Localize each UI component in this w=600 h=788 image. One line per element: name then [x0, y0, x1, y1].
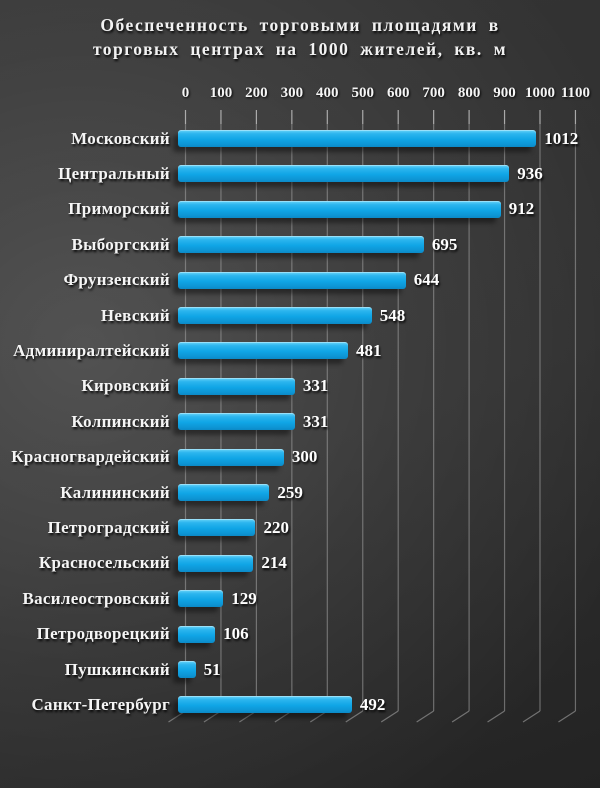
bar — [177, 519, 256, 537]
value-label: 106 — [223, 624, 249, 644]
value-label: 259 — [277, 482, 303, 502]
value-label: 644 — [413, 270, 440, 290]
value-label: 51 — [203, 659, 221, 679]
value-label: 300 — [291, 447, 318, 467]
bar — [177, 448, 284, 466]
bar — [177, 200, 501, 218]
category-label: Петродворецкий — [36, 624, 170, 644]
gridline-foot — [487, 710, 505, 723]
x-tick-label: 700 — [422, 85, 445, 101]
x-tick-label: 800 — [457, 85, 481, 101]
chart-title-line2: торговых центрах на 1000 жителей, кв. м — [92, 39, 508, 59]
gridline-foot — [522, 710, 541, 723]
value-label: 492 — [359, 694, 386, 714]
x-tick-label: 600 — [386, 85, 410, 101]
category-label: Админиралтейский — [13, 340, 170, 360]
value-label: 1012 — [544, 128, 579, 148]
gridline-foot — [345, 710, 364, 723]
value-label: 331 — [302, 376, 329, 396]
category-label: Санкт-Петербург — [31, 694, 170, 714]
value-label: 129 — [231, 588, 257, 608]
category-label: Петроградский — [47, 517, 170, 537]
x-tick-label: 0 — [181, 85, 190, 101]
bar — [177, 307, 372, 324]
value-label: 481 — [356, 340, 382, 360]
bar — [177, 165, 510, 183]
category-label: Пушкинский — [64, 659, 170, 679]
bar — [177, 342, 348, 360]
category-label: Красносельский — [38, 553, 170, 573]
value-label: 331 — [302, 411, 329, 431]
bar — [177, 413, 295, 431]
x-tick-label: 100 — [209, 85, 233, 101]
bar — [177, 236, 424, 254]
bar — [177, 590, 224, 608]
chart-title: Обеспеченность торговыми площадями в тор… — [0, 13, 600, 61]
category-label: Красногвардейский — [11, 447, 170, 467]
value-label: 214 — [261, 553, 287, 573]
category-label: Колпинский — [71, 411, 170, 431]
gridline-foot — [558, 710, 576, 723]
x-tick-label: 1100 — [560, 85, 591, 101]
gridline-foot — [380, 710, 399, 723]
x-tick-label: 400 — [316, 85, 339, 101]
category-label: Невский — [100, 305, 170, 325]
value-label: 936 — [517, 163, 543, 183]
bar — [177, 271, 406, 289]
category-label: Фрунзенский — [63, 270, 170, 290]
value-label: 912 — [508, 199, 535, 219]
bar — [177, 661, 196, 678]
value-label: 220 — [263, 517, 289, 537]
category-label: Калининский — [60, 482, 170, 502]
gridline-foot — [451, 710, 470, 723]
x-tick-label: 200 — [245, 85, 268, 101]
category-label: Василеостровский — [22, 588, 170, 608]
bar — [177, 377, 295, 395]
category-label: Центральный — [58, 163, 170, 183]
bar — [177, 554, 254, 572]
bar — [177, 484, 270, 501]
chart-title-line1: Обеспеченность торговыми площадями в — [100, 15, 500, 35]
bar — [177, 130, 537, 147]
x-tick-label: 1000 — [525, 85, 555, 101]
category-label: Московский — [71, 128, 170, 148]
value-label: 695 — [431, 234, 458, 254]
category-label: Приморский — [68, 199, 170, 219]
x-tick-label: 900 — [493, 85, 516, 101]
x-tick-label: 300 — [280, 85, 304, 101]
bar — [177, 696, 352, 714]
value-label: 548 — [379, 305, 406, 325]
category-label: Кировский — [81, 376, 170, 396]
gridline-foot — [416, 710, 434, 723]
bar — [177, 625, 216, 643]
x-tick-label: 500 — [351, 85, 375, 101]
category-label: Выборгский — [71, 234, 170, 254]
